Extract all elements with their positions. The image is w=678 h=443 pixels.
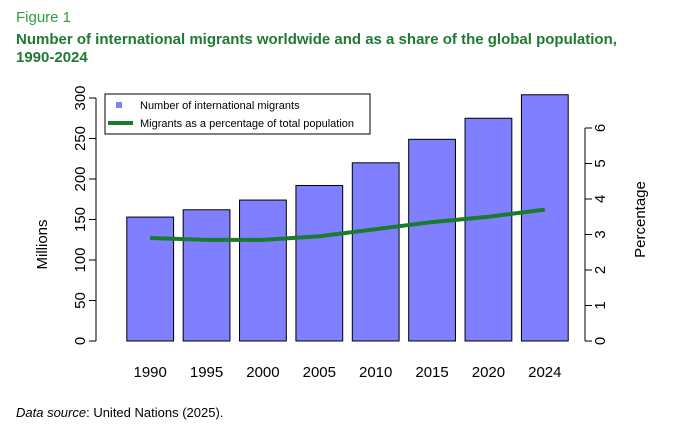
x-tick-label-2005: 2005 [303, 364, 336, 381]
y2-tick-label-6: 6 [592, 124, 609, 132]
x-tick-label-2020: 2020 [472, 364, 505, 381]
axes-layer: 1990 1995 2000 2005 2010 2015 2020 202405010015… [34, 85, 649, 381]
bar-1990 [126, 216, 175, 342]
x-tick-label-2000: 2000 [246, 364, 279, 381]
y2-tick-label-2: 2 [592, 266, 609, 274]
y2-tick-label-1: 1 [592, 301, 609, 309]
x-tick-label-2015: 2015 [415, 364, 448, 381]
y-tick-label-0: 0 [72, 337, 89, 345]
data-source-label: Data source [16, 405, 87, 420]
x-tick-label-2010: 2010 [359, 364, 392, 381]
percentage-line [150, 207, 546, 242]
bar-2005 [295, 184, 344, 342]
data-source-text: : United Nations (2025). [86, 405, 224, 420]
y-tick-label-150: 150 [72, 207, 89, 232]
legend: Number of international migrants Migrants… [104, 93, 371, 135]
y-tick-label-300: 300 [72, 85, 89, 110]
legend-swatch-bars [116, 102, 122, 108]
bar-2010 [351, 162, 400, 342]
legend-box [104, 93, 371, 135]
bar-2020 [464, 117, 513, 342]
figure-title: Number of international migrants worldwi… [16, 31, 617, 66]
y2-tick-label-0: 0 [592, 337, 609, 345]
y-tick-label-100: 100 [72, 247, 89, 272]
data-source-note: Data source: United Nations (2025). [16, 405, 223, 420]
bars-layer [126, 94, 569, 342]
y2-axis-label: Percentage [632, 181, 649, 258]
bar-1995 [182, 209, 231, 342]
y-tick-label-50: 50 [72, 292, 89, 309]
legend-label-line: Migrants as a percentage of total popula… [140, 118, 354, 130]
figure-label: Figure 1 [16, 9, 72, 26]
y2-tick-label-3: 3 [592, 230, 609, 238]
y-tick-label-250: 250 [72, 126, 89, 151]
bar-2000 [239, 199, 287, 342]
x-tick-label-1990: 1990 [134, 364, 167, 381]
bar-2024 [520, 94, 569, 342]
bar-2015 [408, 138, 456, 342]
x-tick-label-1995: 1995 [190, 364, 223, 381]
legend-label-bars: Number of international migrants [140, 100, 300, 112]
y-axis-label: Millions [34, 219, 51, 269]
line-layer [150, 207, 546, 242]
y2-tick-label-5: 5 [592, 159, 609, 167]
y2-tick-label-4: 4 [592, 195, 609, 203]
x-tick-label-2024: 2024 [528, 364, 561, 381]
y-tick-label-200: 200 [72, 166, 89, 191]
